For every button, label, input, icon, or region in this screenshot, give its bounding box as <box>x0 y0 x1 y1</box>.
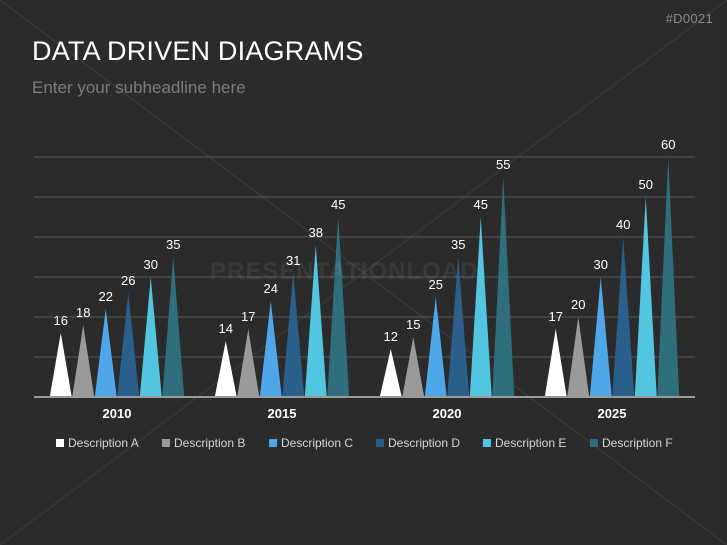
data-label: 35 <box>451 237 465 252</box>
bar-2015-description-d <box>282 273 305 397</box>
bar-2015-description-e <box>304 245 327 397</box>
data-label: 45 <box>474 197 488 212</box>
bar-2010-description-c <box>94 309 117 397</box>
legend-label: Description A <box>68 436 139 450</box>
legend-item-description-d: Description D <box>376 436 483 450</box>
bar-2020-description-b <box>402 337 425 397</box>
data-label: 24 <box>264 281 278 296</box>
data-label: 12 <box>384 329 398 344</box>
legend-swatch <box>269 439 277 447</box>
data-label: 16 <box>54 313 68 328</box>
bar-2025-description-c <box>589 277 612 397</box>
data-label: 26 <box>121 273 135 288</box>
data-label: 22 <box>99 289 113 304</box>
bar-2015-description-a <box>214 341 237 397</box>
bar-2010-description-b <box>72 325 95 397</box>
bar-2010-description-f <box>162 257 185 397</box>
bar-2020-description-f <box>492 177 515 397</box>
data-label: 17 <box>241 309 255 324</box>
bar-2010-description-d <box>117 293 140 397</box>
data-label: 30 <box>594 257 608 272</box>
legend-item-description-e: Description E <box>483 436 590 450</box>
legend-label: Description F <box>602 436 673 450</box>
bar-2015-description-c <box>259 301 282 397</box>
data-label: 55 <box>496 157 510 172</box>
data-label: 45 <box>331 197 345 212</box>
bar-2020-description-d <box>447 257 470 397</box>
legend-label: Description E <box>495 436 567 450</box>
watermark-text: PRESENTATIONLOAD <box>210 258 479 285</box>
legend-swatch <box>376 439 384 447</box>
category-label: 2010 <box>103 406 132 421</box>
bar-2025-description-f <box>657 157 680 397</box>
bar-2025-description-e <box>634 197 657 397</box>
legend-swatch <box>162 439 170 447</box>
data-label: 14 <box>219 321 233 336</box>
data-label: 38 <box>309 225 323 240</box>
legend-label: Description C <box>281 436 354 450</box>
data-label: 60 <box>661 137 675 152</box>
legend-label: Description B <box>174 436 246 450</box>
category-label: 2020 <box>433 406 462 421</box>
data-label: 18 <box>76 305 90 320</box>
legend-item-description-f: Description F <box>590 436 697 450</box>
page-subtitle: Enter your subheadline here <box>32 78 246 97</box>
legend-swatch <box>483 439 491 447</box>
category-label: 2015 <box>268 406 297 421</box>
category-label: 2025 <box>598 406 627 421</box>
data-label: 40 <box>616 217 630 232</box>
page-title: DATA DRIVEN DIAGRAMS <box>32 36 364 66</box>
slide-code: #D0021 <box>665 11 713 26</box>
data-label: 50 <box>639 177 653 192</box>
bar-2010-description-e <box>139 277 162 397</box>
legend-label: Description D <box>388 436 461 450</box>
bar-2020-description-e <box>469 217 492 397</box>
data-label: 17 <box>549 309 563 324</box>
bar-2015-description-f <box>327 217 350 397</box>
bar-2025-description-a <box>544 329 567 397</box>
legend-swatch <box>56 439 64 447</box>
data-label: 30 <box>144 257 158 272</box>
bar-2025-description-d <box>612 237 635 397</box>
bar-2020-description-c <box>424 297 447 397</box>
bar-2020-description-a <box>379 349 402 397</box>
legend-item-description-b: Description B <box>162 436 269 450</box>
legend-item-description-c: Description C <box>269 436 376 450</box>
legend-swatch <box>590 439 598 447</box>
legend-item-description-a: Description A <box>56 436 162 450</box>
bar-2025-description-b <box>567 317 590 397</box>
bar-2015-description-b <box>237 329 260 397</box>
data-label: 20 <box>571 297 585 312</box>
data-label: 25 <box>429 277 443 292</box>
data-label: 15 <box>406 317 420 332</box>
bar-2010-description-a <box>49 333 72 397</box>
data-label: 35 <box>166 237 180 252</box>
data-label: 31 <box>286 253 300 268</box>
legend: Description A Description B Description C D… <box>56 436 697 450</box>
